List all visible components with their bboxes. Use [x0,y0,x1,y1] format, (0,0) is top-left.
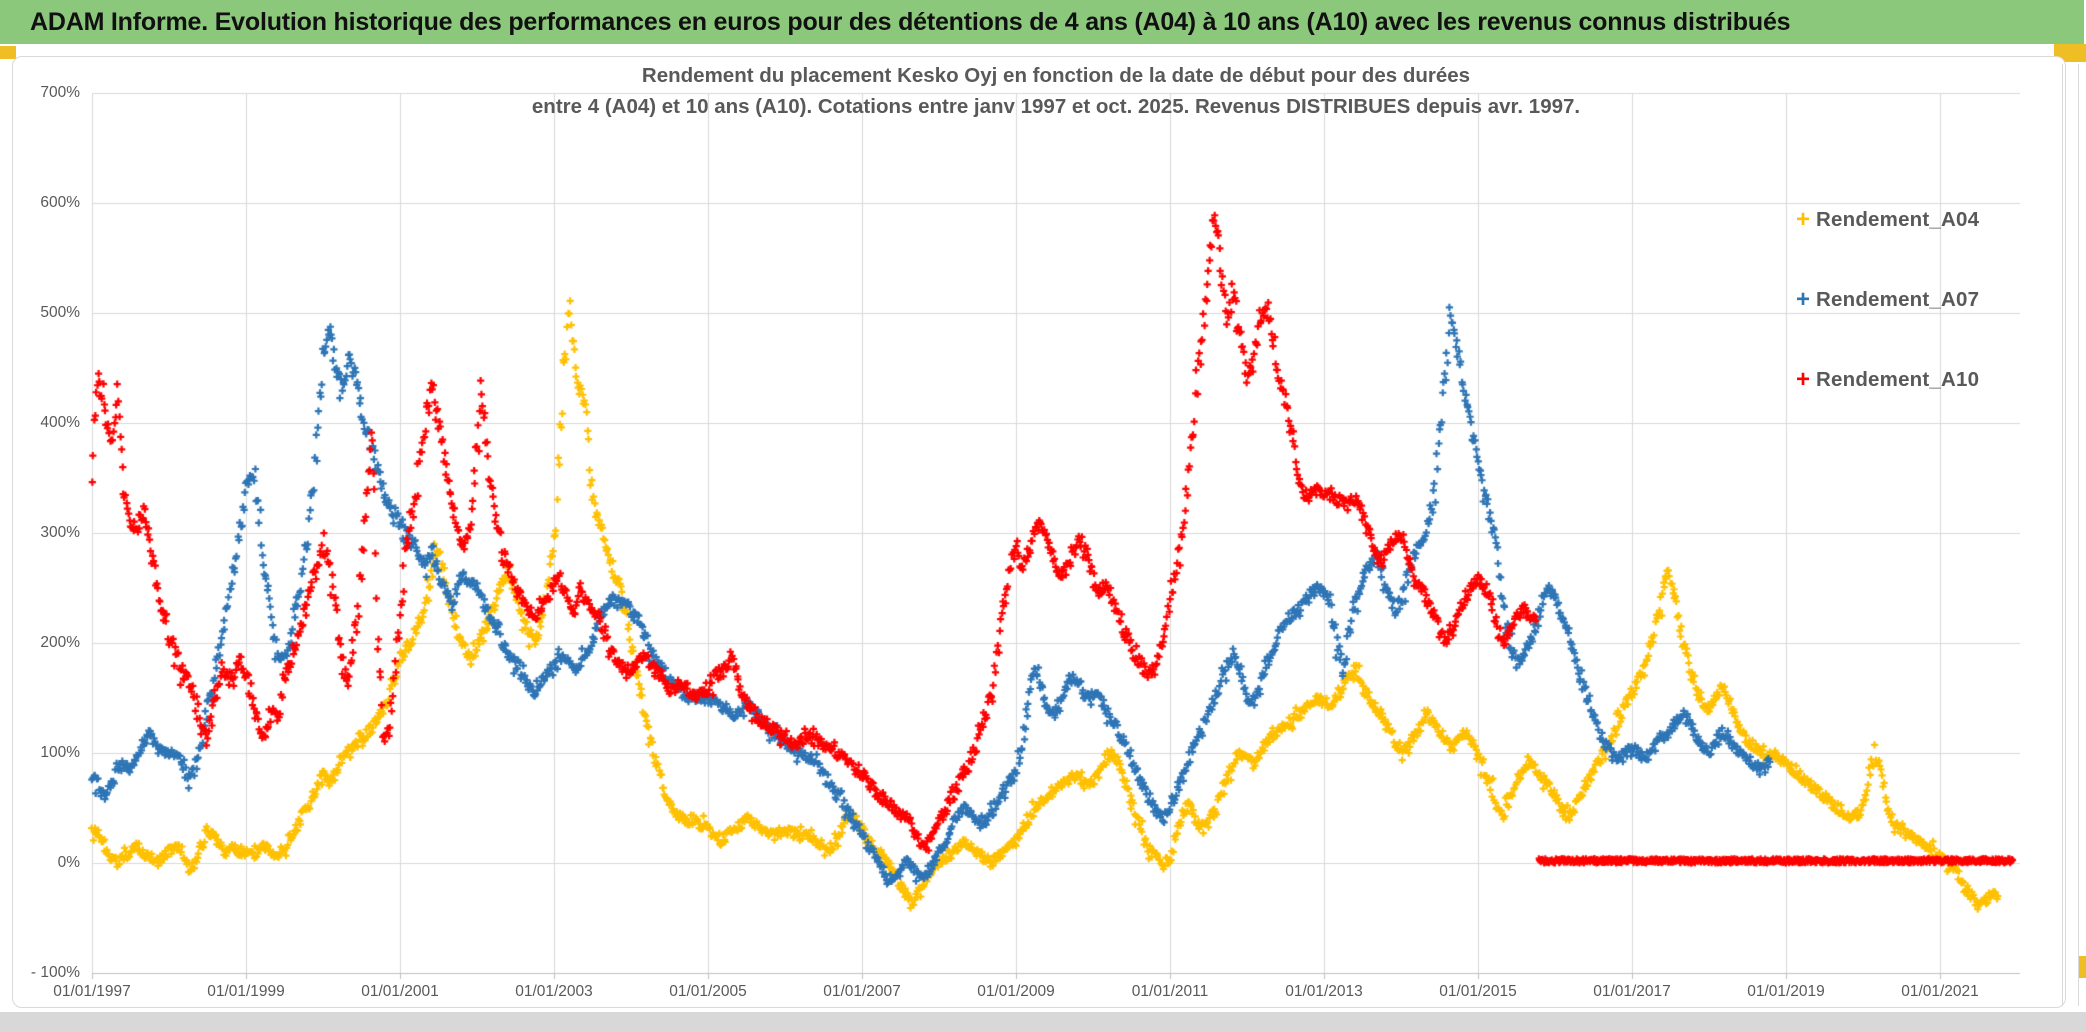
x-tick-label: 01/01/2009 [977,983,1055,1000]
y-tick-label: - 100% [30,964,80,981]
x-tick-label: 01/01/1997 [53,983,131,1000]
x-tick-label: 01/01/2001 [361,983,439,1000]
y-tick-label: 700% [40,84,80,101]
x-tick-label: 01/01/2007 [823,983,901,1000]
scrollbar-track-line-left [2062,64,2063,1006]
x-tick-label: 01/01/2017 [1593,983,1671,1000]
chart-title: Rendement du placement Kesko Oyj en fonc… [256,60,1856,122]
legend-label: Rendement_A04 [1816,208,1980,231]
legend-item-rendement_a07[interactable]: + Rendement_A07 [1790,285,1979,315]
y-tick-label: 0% [57,854,80,871]
legend-marker-icon: + [1795,206,1810,233]
legend-item-rendement_a10[interactable]: + Rendement_A10 [1790,365,1979,395]
y-tick-label: 600% [40,194,80,211]
y-tick-label: 400% [40,414,80,431]
x-tick-label: 01/01/1999 [207,983,285,1000]
legend-marker-icon: + [1795,366,1810,393]
chart-title-line2: entre 4 (A04) et 10 ans (A10). Cotations… [531,95,1581,118]
legend-marker-icon: + [1795,286,1810,313]
x-tick-label: 01/01/2005 [669,983,747,1000]
y-tick-label: 300% [40,524,80,541]
y-tick-label: 100% [40,744,80,761]
x-tick-label: 01/01/2003 [515,983,593,1000]
x-tick-label: 01/01/2021 [1901,983,1979,1000]
bottom-bar [0,1012,2086,1032]
x-tick-label: 01/01/2013 [1285,983,1363,1000]
legend-label: Rendement_A07 [1816,288,1980,311]
y-tick-label: 200% [40,634,80,651]
scrollbar-track-line-right [2078,64,2079,1006]
x-tick-label: 01/01/2011 [1131,983,1209,1000]
x-tick-label: 01/01/2015 [1439,983,1517,1000]
y-tick-label: 500% [40,304,80,321]
legend-item-rendement_a04[interactable]: + Rendement_A04 [1790,205,1979,235]
legend-label: Rendement_A10 [1816,368,1980,391]
chart-title-line1: Rendement du placement Kesko Oyj en fonc… [641,64,1471,87]
x-tick-label: 01/01/2019 [1747,983,1825,1000]
